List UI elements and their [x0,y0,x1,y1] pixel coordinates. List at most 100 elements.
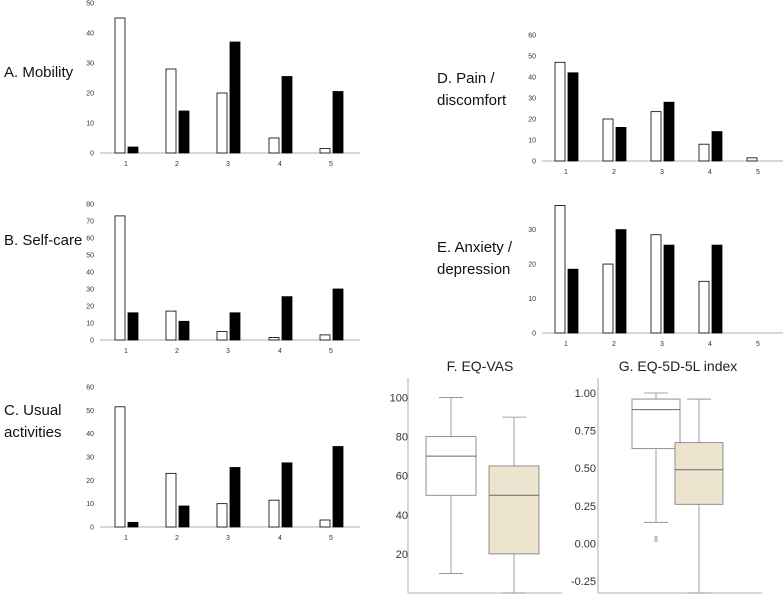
x-tick-label: 3 [226,348,230,355]
x-tick-label: 4 [278,535,282,542]
panel-b-label: B. Self-care [4,232,83,249]
y-tick-label: 1.00 [575,388,596,400]
y-tick-label: 20 [86,304,94,311]
x-tick-label: 2 [612,169,616,176]
y-tick-label: 0.00 [575,538,596,550]
y-tick-label: 50 [86,408,94,415]
x-tick-label: 1 [564,341,568,348]
y-tick-label: 10 [528,138,536,145]
box-g-1 [631,398,681,450]
panel-a-label: A. Mobility [4,64,74,81]
bar-d-s2-c3 [663,101,675,162]
bar-b-s2-c1 [127,312,139,341]
x-tick-label: 1 [124,535,128,542]
bar-c-s1-c2 [165,472,177,528]
bar-b-s1-c2 [165,310,177,341]
box-f-1 [425,436,477,496]
y-tick-label: 40 [86,270,94,277]
y-tick-label: 60 [396,471,408,483]
y-tick-label: 0 [90,525,94,532]
x-tick-label: 3 [660,341,664,348]
bar-a-s2-c1 [127,146,139,154]
bar-c-s1-c4 [268,499,280,528]
bar-a-s1-c4 [268,137,280,154]
y-tick-label: 20 [396,549,408,561]
y-tick-label: 0 [532,331,536,338]
x-tick-label: 5 [329,161,333,168]
y-tick-label: 10 [86,321,94,328]
bar-c-s2-c1 [127,521,139,528]
x-tick-label: 5 [329,535,333,542]
box-f-2 [488,465,540,555]
chart-a: 0 10 20 30 40 50 1 2 3 4 5 [86,1,360,168]
bar-e-s2-c1 [567,268,579,334]
x-tick-label: 2 [175,348,179,355]
y-tick-label: 100 [390,393,408,405]
bar-a-s1-c3 [216,92,228,154]
bar-e-s2-c4 [711,244,723,334]
bar-a-s2-c3 [229,41,241,154]
bar-c-s1-c3 [216,503,228,528]
y-tick-label: 30 [86,455,94,462]
box-g-2 [674,442,724,505]
y-tick-label: 30 [86,61,94,68]
bar-d-s2-c2 [615,127,627,162]
chart-e: 0 10 20 30 1 2 3 4 5 [528,205,783,348]
x-tick-label: 5 [329,348,333,355]
bar-a-s2-c2 [178,110,190,154]
outlier-point [654,535,658,539]
y-tick-label: -0.25 [571,576,596,588]
x-tick-label: 2 [175,161,179,168]
x-tick-label: 2 [612,341,616,348]
bar-b-s2-c4 [281,296,293,341]
bar-d-s2-c1 [567,72,579,162]
y-tick-label: 60 [528,33,536,40]
panel-c-label: C. Usual activities [4,402,62,441]
y-tick-label: 40 [86,31,94,38]
bar-d-s2-c4 [711,131,723,162]
y-tick-label: 60 [86,385,94,392]
y-tick-label: 20 [528,117,536,124]
chart-f: 20 40 60 80 100 [390,378,562,594]
y-tick-label: 0 [532,159,536,166]
x-tick-label: 4 [278,161,282,168]
y-tick-label: 0 [90,151,94,158]
y-tick-label: 40 [396,510,408,522]
bar-e-s2-c3 [663,244,675,334]
bar-a-s1-c5 [319,148,331,154]
bar-b-s2-c3 [229,312,241,341]
bar-e-s2-c2 [615,229,627,334]
y-tick-label: 0.25 [575,501,596,513]
y-tick-label: 0.50 [575,463,596,475]
x-tick-label: 4 [708,169,712,176]
bar-b-s1-c4 [268,337,280,341]
panel-d-label: D. Pain / discomfort [437,70,507,109]
x-tick-label: 1 [124,348,128,355]
y-tick-label: 20 [86,91,94,98]
panel-f-title: F. EQ-VAS [446,358,514,374]
chart-d: 0 10 20 30 40 50 60 1 2 3 4 5 [528,33,783,176]
x-tick-label: 1 [124,161,128,168]
x-tick-label: 2 [175,535,179,542]
y-tick-label: 70 [86,219,94,226]
y-tick-label: 40 [86,431,94,438]
x-tick-label: 3 [226,161,230,168]
bar-b-s1-c1 [114,215,126,341]
y-tick-label: 30 [86,287,94,294]
x-tick-label: 4 [708,341,712,348]
bar-b-s1-c5 [319,334,331,341]
bar-a-s1-c2 [165,68,177,154]
y-tick-label: 60 [86,236,94,243]
y-tick-label: 20 [86,478,94,485]
bar-d-s1-c3 [650,111,662,162]
x-tick-label: 1 [564,169,568,176]
x-tick-label: 3 [226,535,230,542]
y-tick-label: 10 [528,296,536,303]
chart-g: -0.25 0.00 0.25 0.50 0.75 1.00 [571,378,762,594]
y-tick-label: 50 [86,1,94,8]
y-tick-label: 80 [86,202,94,209]
y-tick-label: 40 [528,75,536,82]
panel-e-label: E. Anxiety / depression [437,239,513,278]
y-tick-label: 10 [86,121,94,128]
y-tick-label: 50 [528,54,536,61]
